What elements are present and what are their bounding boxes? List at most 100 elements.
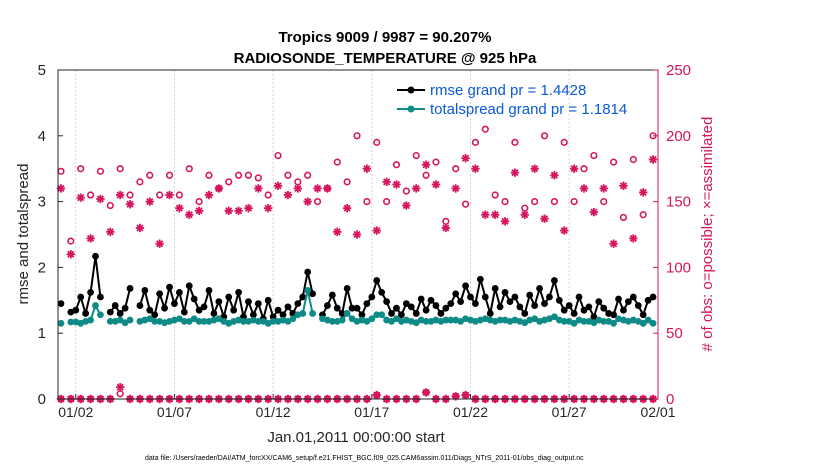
obs-possible-point (590, 151, 598, 160)
obs-assimilated-point (402, 201, 411, 210)
rmse-point (624, 298, 632, 306)
y-left-tick-label: 0 (38, 391, 46, 408)
obs-possible-point (363, 198, 371, 206)
obs-assimilated-stroke (432, 180, 440, 189)
obs-possible-point (77, 165, 85, 173)
obs-possible-point (570, 198, 578, 206)
obs-assimilated-point (421, 160, 431, 169)
rmse-point (417, 295, 425, 303)
chart-title-line2: RADIOSONDE_TEMPERATURE @ 925 hPa (234, 50, 537, 67)
rmse-point (126, 285, 134, 292)
chart-title-line1: Tropics 9009 / 9987 = 90.207% (278, 29, 491, 46)
obs-assimilated-point (362, 164, 372, 173)
obs-possible-point (383, 198, 391, 206)
obs-possible-point (165, 171, 174, 179)
obs-assimilated-stroke (57, 184, 65, 193)
rmse-point (161, 304, 168, 312)
totalspread-point (195, 317, 203, 325)
rmse-point (378, 289, 386, 296)
totalspread-point (200, 317, 208, 325)
rmse-point (555, 296, 563, 304)
obs-possible-point (531, 198, 539, 206)
rmse-point (402, 300, 410, 307)
obs-assimilated-point (490, 210, 500, 219)
obs-assimilated-point (342, 203, 352, 213)
rmse-point (121, 304, 129, 312)
rmse-point (77, 293, 85, 301)
obs-assimilated-point (155, 239, 164, 248)
obs-possible-point (353, 132, 361, 140)
obs-assimilated-point (461, 153, 470, 163)
obs-assimilated-point (303, 197, 312, 206)
obs-assimilated-point (194, 206, 204, 216)
rmse-point (116, 310, 124, 317)
x-tick-label: 01/02 (58, 404, 93, 420)
obs-assimilated-stroke (86, 234, 95, 243)
obs-assimilated-point (451, 184, 460, 193)
obs-assimilated-stroke (195, 207, 203, 215)
rmse-point (550, 277, 558, 284)
rmse-point (151, 311, 159, 319)
obs-assimilated-stroke (343, 204, 351, 212)
rmse-point (235, 289, 242, 296)
obs-assimilated-stroke (185, 211, 193, 219)
obs-possible-point (422, 171, 430, 179)
obs-possible-point (452, 165, 460, 173)
rmse-point (634, 302, 642, 309)
obs-assimilated-stroke (491, 211, 499, 219)
obs-assimilated-stroke (383, 178, 391, 186)
rmse-point (254, 300, 262, 307)
rmse-point (481, 293, 489, 301)
obs-assimilated-point (560, 226, 569, 235)
obs-assimilated-stroke (67, 250, 75, 258)
obs-assimilated-stroke (264, 204, 272, 212)
rmse-point (501, 289, 509, 296)
obs-assimilated-stroke (294, 184, 302, 193)
rmse-point (610, 311, 617, 319)
obs-assimilated-stroke (580, 184, 588, 193)
obs-assimilated-point (629, 234, 638, 243)
obs-assimilated-stroke (116, 191, 124, 199)
obs-possible-point (195, 198, 203, 206)
obs-assimilated-point (500, 217, 510, 226)
totalspread-point (343, 310, 351, 317)
obs-possible-point (244, 171, 253, 179)
obs-assimilated-stroke (156, 240, 164, 248)
rmse-point (442, 304, 450, 312)
obs-assimilated-stroke (609, 240, 618, 248)
obs-assimilated-point (392, 180, 401, 189)
rmse-point (279, 311, 287, 319)
rmse-point (185, 282, 193, 290)
rmse-point (536, 285, 543, 292)
rmse-point (57, 300, 65, 307)
x-tick-label: 01/22 (453, 404, 488, 420)
rmse-point (87, 289, 94, 296)
rmse-point (175, 289, 183, 296)
totalspread-point (57, 319, 65, 327)
totalspread-point (97, 311, 104, 319)
rmse-point (141, 287, 149, 294)
obs-assimilated-point (293, 184, 303, 193)
obs-assimilated-stroke (225, 207, 233, 215)
rmse-point (205, 287, 213, 294)
rmse-point (195, 306, 203, 314)
obs-assimilated-stroke (540, 215, 549, 223)
rmse-point (353, 304, 361, 312)
obs-assimilated-point (510, 168, 520, 177)
obs-assimilated-low-point (115, 382, 125, 392)
obs-assimilated-stroke (560, 226, 568, 235)
totalspread-point (289, 315, 297, 323)
obs-assimilated-stroke (629, 234, 637, 243)
obs-assimilated-point (431, 180, 441, 189)
obs-assimilated-point (234, 206, 243, 216)
obs-assimilated-point (185, 210, 194, 219)
y-right-tick-label: 100 (666, 259, 691, 276)
obs-possible-point (254, 174, 262, 182)
obs-possible-point (205, 171, 213, 179)
rmse-point (200, 303, 208, 311)
rmse-point (486, 310, 494, 317)
obs-assimilated-stroke (649, 155, 657, 164)
rmse-point (373, 277, 381, 284)
obs-possible-point (432, 158, 440, 166)
